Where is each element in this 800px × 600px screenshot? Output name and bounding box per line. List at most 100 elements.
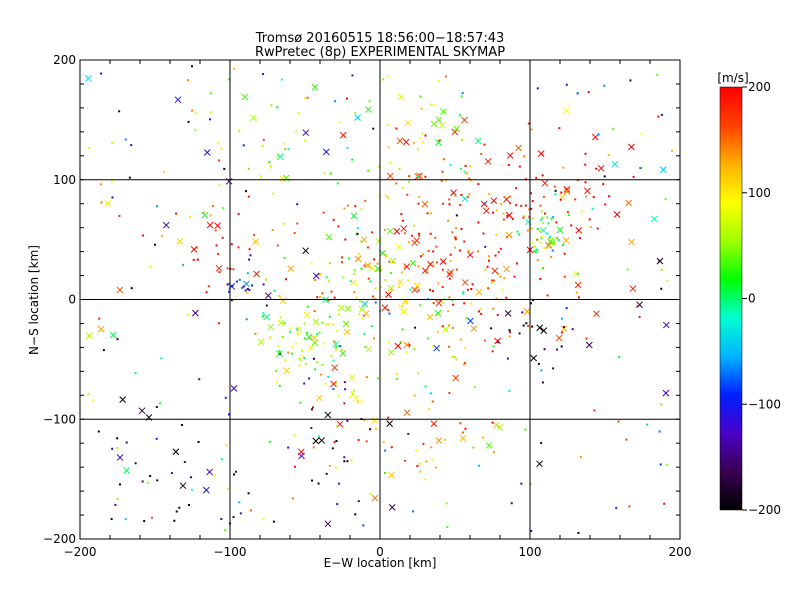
data-point: [360, 267, 363, 270]
data-point-x: [85, 74, 92, 82]
data-point: [278, 384, 281, 387]
data-point: [407, 180, 410, 183]
data-point: [418, 462, 421, 465]
data-point: [523, 155, 526, 158]
data-point: [639, 167, 642, 170]
data-point: [156, 479, 159, 482]
data-point: [533, 245, 536, 248]
data-point-x: [230, 384, 238, 392]
data-point: [407, 279, 410, 282]
data-point: [215, 244, 218, 247]
data-point: [487, 255, 490, 258]
data-point: [110, 180, 113, 183]
data-point: [432, 302, 435, 305]
data-point-x: [611, 160, 619, 168]
data-point: [483, 143, 486, 146]
data-point: [657, 115, 660, 118]
data-point: [284, 359, 287, 362]
data-point: [529, 192, 532, 195]
data-point: [226, 487, 229, 490]
data-point: [520, 482, 523, 485]
data-point: [341, 348, 344, 351]
data-point: [518, 233, 521, 236]
data-point: [246, 287, 249, 290]
data-point-x: [536, 324, 544, 332]
data-point-x: [311, 83, 319, 91]
x-tick-label: −200: [64, 545, 97, 559]
data-point: [562, 325, 565, 328]
data-point: [337, 313, 340, 316]
data-point: [417, 148, 420, 151]
scatter-points: [85, 65, 674, 534]
data-point: [246, 291, 249, 294]
chart-title: Tromsø 20160515 18:56:00−18:57:43: [255, 31, 505, 46]
data-point: [493, 451, 496, 454]
y-tick-label: 100: [53, 173, 76, 187]
data-point: [660, 113, 663, 116]
data-point: [332, 359, 335, 362]
data-point: [540, 369, 543, 372]
data-point: [262, 312, 265, 315]
chart-subtitle: RwPretec (8p) EXPERIMENTAL SKYMAP: [255, 45, 505, 60]
data-point: [430, 212, 433, 215]
data-point: [460, 193, 463, 196]
data-point: [323, 172, 326, 175]
data-point: [542, 195, 545, 198]
data-point-x: [116, 454, 124, 461]
data-point: [502, 212, 505, 215]
data-point: [300, 349, 303, 352]
data-point: [478, 464, 481, 467]
data-point: [612, 127, 615, 130]
data-point-x: [331, 364, 339, 371]
data-point: [332, 323, 335, 326]
data-point: [441, 268, 444, 271]
data-point: [330, 290, 333, 293]
data-point: [499, 275, 502, 278]
data-point: [448, 296, 451, 299]
data-point: [134, 462, 137, 465]
data-point-x: [503, 265, 510, 273]
data-point: [363, 419, 366, 422]
data-point-x: [629, 285, 637, 293]
colorbar-tick-label: 200: [748, 80, 771, 94]
data-point: [230, 299, 233, 302]
data-point: [472, 446, 475, 449]
data-point: [324, 382, 327, 385]
data-point-x: [409, 259, 417, 267]
data-point: [389, 287, 392, 290]
data-point: [319, 273, 322, 276]
data-point-x: [303, 311, 311, 319]
data-point: [318, 295, 321, 298]
data-point: [482, 232, 485, 235]
data-point: [492, 279, 495, 282]
data-point: [584, 152, 587, 155]
data-point: [303, 357, 306, 360]
data-point-x: [279, 175, 287, 183]
data-point: [451, 326, 454, 329]
data-point-x: [336, 420, 344, 428]
data-point: [515, 187, 518, 190]
data-point: [530, 529, 533, 532]
data-point: [412, 510, 415, 513]
data-point: [272, 192, 275, 195]
data-point-x: [402, 138, 410, 146]
data-point: [293, 434, 296, 437]
data-point-x: [206, 468, 213, 476]
data-point: [318, 331, 321, 334]
data-point: [384, 279, 387, 282]
x-tick-label: 0: [376, 545, 384, 559]
data-point: [299, 358, 302, 361]
data-point: [463, 170, 466, 173]
data-point-x: [584, 187, 591, 195]
data-point: [111, 196, 114, 199]
data-point-x: [179, 482, 187, 490]
data-point: [359, 300, 362, 303]
data-point: [591, 207, 594, 210]
y-tick-label: 200: [53, 53, 76, 67]
data-point: [424, 385, 427, 388]
data-point: [535, 176, 538, 179]
data-point-x: [414, 173, 422, 180]
data-point: [410, 234, 413, 237]
data-point: [353, 272, 356, 275]
data-point: [222, 207, 225, 210]
